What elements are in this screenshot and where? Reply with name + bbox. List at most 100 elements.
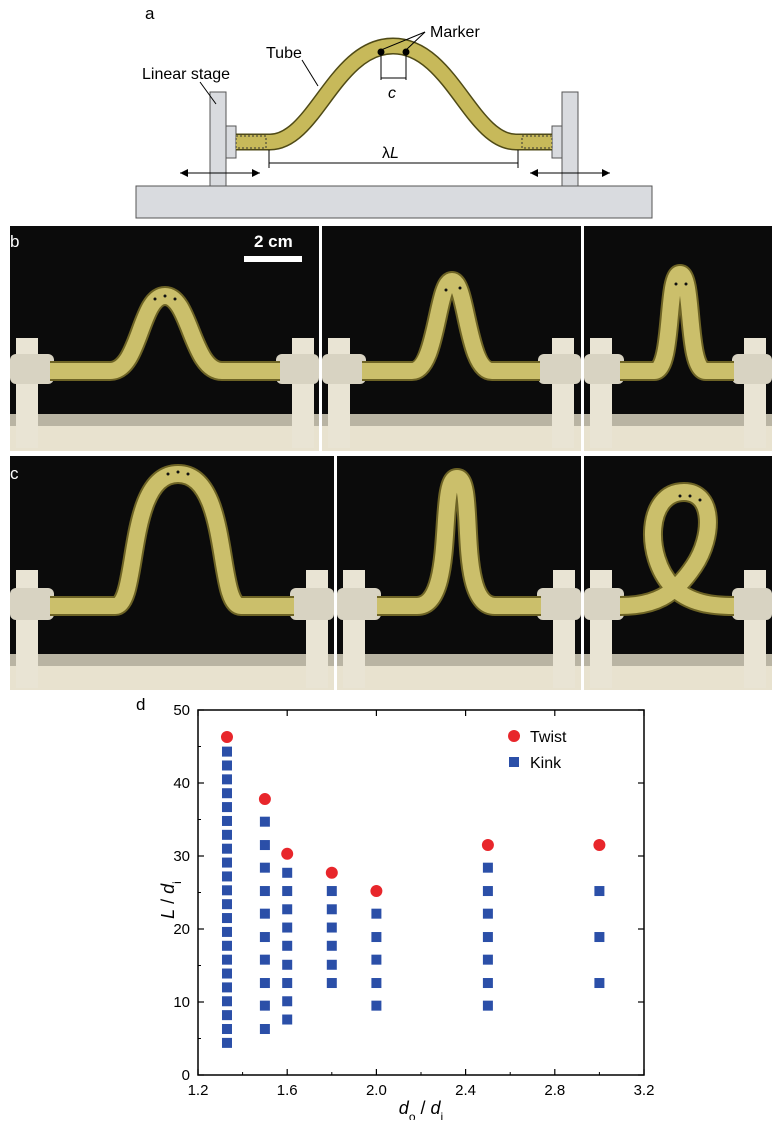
kink-point xyxy=(371,1000,382,1011)
left-insert xyxy=(235,135,267,149)
y-tick-label: 20 xyxy=(173,921,190,938)
kink-point xyxy=(259,908,270,919)
kink-point xyxy=(221,802,232,813)
kink-point xyxy=(259,840,270,851)
kink-point xyxy=(259,886,270,897)
tube-body xyxy=(236,38,552,149)
panel-letter-b: b xyxy=(10,232,20,251)
kink-point xyxy=(282,1014,293,1025)
kink-point xyxy=(371,954,382,965)
kink-point xyxy=(282,959,293,970)
label-marker: Marker xyxy=(430,24,480,41)
kink-point xyxy=(221,899,232,910)
legend-twist-label: Twist xyxy=(530,729,567,746)
kink-point xyxy=(221,1037,232,1048)
twist-point xyxy=(370,885,383,898)
kink-point xyxy=(221,746,232,757)
panel-letter-d: d xyxy=(136,695,146,714)
kink-point xyxy=(221,815,232,826)
kink-point xyxy=(221,760,232,771)
kink-point xyxy=(326,922,337,933)
photo-c-2 xyxy=(337,456,581,690)
x-tick-label: 2.0 xyxy=(366,1082,387,1099)
kink-point xyxy=(221,996,232,1007)
scale-bar xyxy=(244,256,302,262)
kink-point xyxy=(371,932,382,943)
right-stage-post xyxy=(561,91,579,187)
right-stage-clamp xyxy=(551,125,563,159)
x-tick-label: 2.8 xyxy=(544,1082,565,1099)
twist-point xyxy=(220,731,233,744)
photo-c-1 xyxy=(10,456,334,690)
kink-point xyxy=(326,959,337,970)
kink-point xyxy=(482,908,493,919)
x-tick-label: 2.4 xyxy=(455,1082,476,1099)
x-tick-label: 3.2 xyxy=(634,1082,655,1099)
kink-point xyxy=(282,904,293,915)
photo-c-3 xyxy=(584,456,772,690)
label-lambda-l: λL xyxy=(382,145,399,162)
x-tick-label: 1.6 xyxy=(277,1082,298,1099)
kink-point xyxy=(282,996,293,1007)
panel-letter-a: a xyxy=(145,4,155,23)
twist-point xyxy=(325,866,338,879)
kink-point xyxy=(371,908,382,919)
x-axis-label: do / di xyxy=(399,1098,443,1120)
kink-point xyxy=(282,978,293,989)
kink-point xyxy=(371,978,382,989)
label-tube: Tube xyxy=(266,45,302,62)
setup-schematic: Marker Tube Linear stage c λL xyxy=(135,24,653,219)
kink-point xyxy=(221,871,232,882)
twist-point xyxy=(481,839,494,852)
kink-point xyxy=(282,922,293,933)
kink-point xyxy=(326,940,337,951)
kink-point xyxy=(259,862,270,873)
kink-point xyxy=(221,954,232,965)
kink-point xyxy=(282,867,293,878)
photo-b-1: 2 cm xyxy=(10,226,319,451)
kink-point xyxy=(259,932,270,943)
kink-point xyxy=(594,886,605,897)
kink-point xyxy=(221,940,232,951)
kink-point xyxy=(482,886,493,897)
kink-point xyxy=(259,954,270,965)
kink-point xyxy=(482,862,493,873)
kink-point xyxy=(594,932,605,943)
photo-b-2 xyxy=(322,226,581,451)
kink-point xyxy=(221,829,232,840)
twist-point xyxy=(593,839,606,852)
kink-point xyxy=(326,978,337,989)
kink-point xyxy=(221,982,232,993)
scale-bar-label: 2 cm xyxy=(254,232,293,251)
kink-point xyxy=(326,886,337,897)
left-stage-post xyxy=(209,91,227,187)
kink-point xyxy=(326,904,337,915)
kink-point xyxy=(221,774,232,785)
y-tick-label: 40 xyxy=(173,775,190,792)
kink-point xyxy=(221,857,232,868)
kink-point xyxy=(221,885,232,896)
kink-point xyxy=(259,816,270,827)
twist-point xyxy=(258,793,271,806)
y-tick-label: 10 xyxy=(173,994,190,1011)
y-tick-label: 30 xyxy=(173,848,190,865)
y-tick-label: 50 xyxy=(173,702,190,719)
twist-point xyxy=(281,847,294,860)
base-plate xyxy=(135,185,653,219)
kink-point xyxy=(259,1000,270,1011)
kink-point xyxy=(482,978,493,989)
kink-point xyxy=(221,1010,232,1021)
legend-kink-label: Kink xyxy=(530,755,562,772)
kink-point xyxy=(482,932,493,943)
right-insert xyxy=(521,135,553,149)
photo-b-3 xyxy=(584,226,772,451)
x-tick-label: 1.2 xyxy=(188,1082,209,1099)
left-stage-clamp xyxy=(225,125,237,159)
kink-point xyxy=(282,886,293,897)
kink-point xyxy=(482,954,493,965)
kink-point xyxy=(221,926,232,937)
kink-point xyxy=(221,843,232,854)
kink-point xyxy=(482,1000,493,1011)
legend-twist-marker xyxy=(508,730,520,742)
